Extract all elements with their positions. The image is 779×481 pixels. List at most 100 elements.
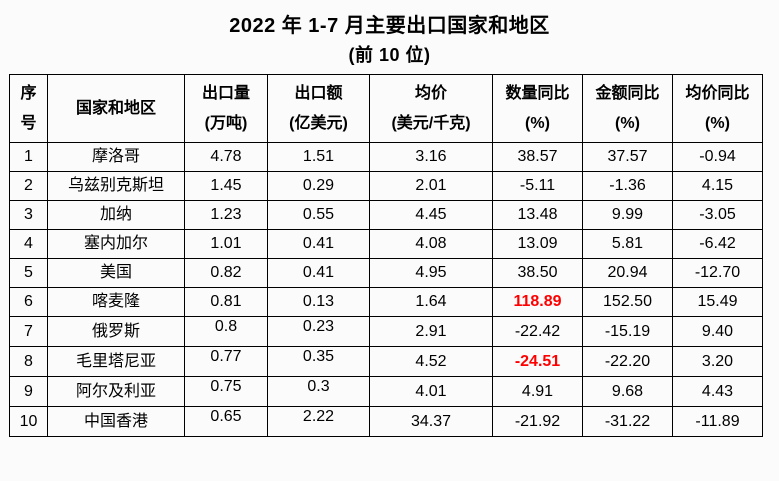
cell-price_yoy: -12.70 [672, 258, 763, 288]
cell-amount_yoy: 20.94 [582, 258, 673, 288]
cell-country: 毛里塔尼亚 [47, 346, 185, 377]
page-title: 2022 年 1-7 月主要出口国家和地区 [229, 15, 550, 37]
cell-amount_yoy: -22.20 [582, 346, 673, 377]
cell-rank: 4 [9, 229, 48, 259]
cell-price_yoy: 3.20 [672, 346, 763, 377]
cell-rank: 2 [9, 171, 48, 201]
cell-qty: 0.8 [184, 316, 268, 347]
cell-qty_yoy: 4.91 [492, 376, 583, 407]
column-header-amount_yoy: 金额同比 (%) [582, 74, 673, 143]
cell-qty_yoy: 118.89 [492, 287, 583, 317]
table-header-row: 序号国家和地区 出口量 (万吨) 出口额 (亿美元) 均价 (美元/千克) 数量同比 (%) 金额… [9, 74, 763, 143]
column-header-avg_price: 均价 (美元/千克) [369, 74, 493, 143]
cell-qty: 1.45 [184, 171, 268, 201]
cell-amount: 2.22 [267, 406, 370, 437]
cell-qty: 0.65 [184, 406, 268, 437]
column-header-rank: 序号 [9, 74, 48, 143]
table-row: 6 喀麦隆 0.81 0.13 1.64 118.89 152.50 15.49 [9, 287, 763, 317]
cell-qty_yoy: 38.50 [492, 258, 583, 288]
cell-rank: 6 [9, 287, 48, 317]
cell-qty: 4.78 [184, 142, 268, 172]
cell-qty: 1.01 [184, 229, 268, 259]
cell-amount: 0.23 [267, 316, 370, 347]
column-header-qty_yoy: 数量同比 (%) [492, 74, 583, 143]
table-row: 1 摩洛哥 4.78 1.51 3.16 38.57 37.57 -0.94 [9, 142, 763, 172]
cell-country: 喀麦隆 [47, 287, 185, 317]
table-body: 1 摩洛哥 4.78 1.51 3.16 38.57 37.57 -0.94 2 乌兹别克斯坦 1.… [9, 142, 763, 437]
cell-country: 中国香港 [47, 406, 185, 437]
cell-price_yoy: 9.40 [672, 316, 763, 347]
cell-qty: 0.81 [184, 287, 268, 317]
cell-country: 塞内加尔 [47, 229, 185, 259]
column-header-country: 国家和地区 [47, 74, 185, 143]
cell-qty: 0.82 [184, 258, 268, 288]
cell-price_yoy: -3.05 [672, 200, 763, 230]
cell-country: 阿尔及利亚 [47, 376, 185, 407]
cell-avg_price: 2.01 [369, 171, 493, 201]
cell-amount_yoy: 152.50 [582, 287, 673, 317]
cell-qty_yoy: 13.09 [492, 229, 583, 259]
cell-amount: 0.13 [267, 287, 370, 317]
cell-amount: 0.55 [267, 200, 370, 230]
cell-price_yoy: -6.42 [672, 229, 763, 259]
cell-qty_yoy: -5.11 [492, 171, 583, 201]
cell-qty_yoy: 38.57 [492, 142, 583, 172]
cell-avg_price: 4.08 [369, 229, 493, 259]
cell-amount: 0.41 [267, 229, 370, 259]
cell-amount_yoy: -1.36 [582, 171, 673, 201]
cell-qty_yoy: -22.42 [492, 316, 583, 347]
cell-qty_yoy: -24.51 [492, 346, 583, 377]
cell-country: 乌兹别克斯坦 [47, 171, 185, 201]
cell-price_yoy: 4.43 [672, 376, 763, 407]
cell-country: 加纳 [47, 200, 185, 230]
cell-amount_yoy: 37.57 [582, 142, 673, 172]
cell-price_yoy: -11.89 [672, 406, 763, 437]
table-row: 2 乌兹别克斯坦 1.45 0.29 2.01 -5.11 -1.36 4.15 [9, 171, 763, 201]
cell-amount_yoy: -31.22 [582, 406, 673, 437]
column-header-price_yoy: 均价同比 (%) [672, 74, 763, 143]
cell-amount: 0.35 [267, 346, 370, 377]
cell-country: 摩洛哥 [47, 142, 185, 172]
cell-qty_yoy: -21.92 [492, 406, 583, 437]
cell-rank: 10 [9, 406, 48, 437]
cell-avg_price: 1.64 [369, 287, 493, 317]
cell-rank: 7 [9, 316, 48, 347]
table-row: 9 阿尔及利亚 0.75 0.3 4.01 4.91 9.68 4.43 [9, 376, 763, 407]
cell-qty: 0.77 [184, 346, 268, 377]
cell-amount: 0.41 [267, 258, 370, 288]
cell-qty: 0.75 [184, 376, 268, 407]
cell-avg_price: 2.91 [369, 316, 493, 347]
cell-avg_price: 34.37 [369, 406, 493, 437]
cell-rank: 8 [9, 346, 48, 377]
table-row: 5 美国 0.82 0.41 4.95 38.50 20.94 -12.70 [9, 258, 763, 288]
page-subtitle: (前 10 位) [348, 45, 431, 65]
cell-avg_price: 4.52 [369, 346, 493, 377]
cell-amount_yoy: -15.19 [582, 316, 673, 347]
column-header-amount: 出口额 (亿美元) [267, 74, 370, 143]
table-row: 4 塞内加尔 1.01 0.41 4.08 13.09 5.81 -6.42 [9, 229, 763, 259]
cell-country: 美国 [47, 258, 185, 288]
cell-price_yoy: 15.49 [672, 287, 763, 317]
cell-amount: 1.51 [267, 142, 370, 172]
table-header: 序号国家和地区 出口量 (万吨) 出口额 (亿美元) 均价 (美元/千克) 数量同比 (%) 金额… [9, 74, 763, 143]
cell-price_yoy: -0.94 [672, 142, 763, 172]
cell-amount: 0.29 [267, 171, 370, 201]
cell-rank: 5 [9, 258, 48, 288]
cell-amount_yoy: 9.99 [582, 200, 673, 230]
table-row: 8 毛里塔尼亚 0.77 0.35 4.52 -24.51 -22.20 3.20 [9, 346, 763, 377]
cell-amount_yoy: 5.81 [582, 229, 673, 259]
export-countries-table: 序号国家和地区 出口量 (万吨) 出口额 (亿美元) 均价 (美元/千克) 数量同比 (%) 金额… [9, 74, 763, 437]
table-row: 3 加纳 1.23 0.55 4.45 13.48 9.99 -3.05 [9, 200, 763, 230]
cell-rank: 9 [9, 376, 48, 407]
cell-price_yoy: 4.15 [672, 171, 763, 201]
cell-qty_yoy: 13.48 [492, 200, 583, 230]
cell-amount: 0.3 [267, 376, 370, 407]
cell-avg_price: 4.45 [369, 200, 493, 230]
cell-avg_price: 3.16 [369, 142, 493, 172]
column-header-qty: 出口量 (万吨) [184, 74, 268, 143]
cell-qty: 1.23 [184, 200, 268, 230]
table-row: 7 俄罗斯 0.8 0.23 2.91 -22.42 -15.19 9.40 [9, 316, 763, 347]
cell-avg_price: 4.95 [369, 258, 493, 288]
cell-amount_yoy: 9.68 [582, 376, 673, 407]
